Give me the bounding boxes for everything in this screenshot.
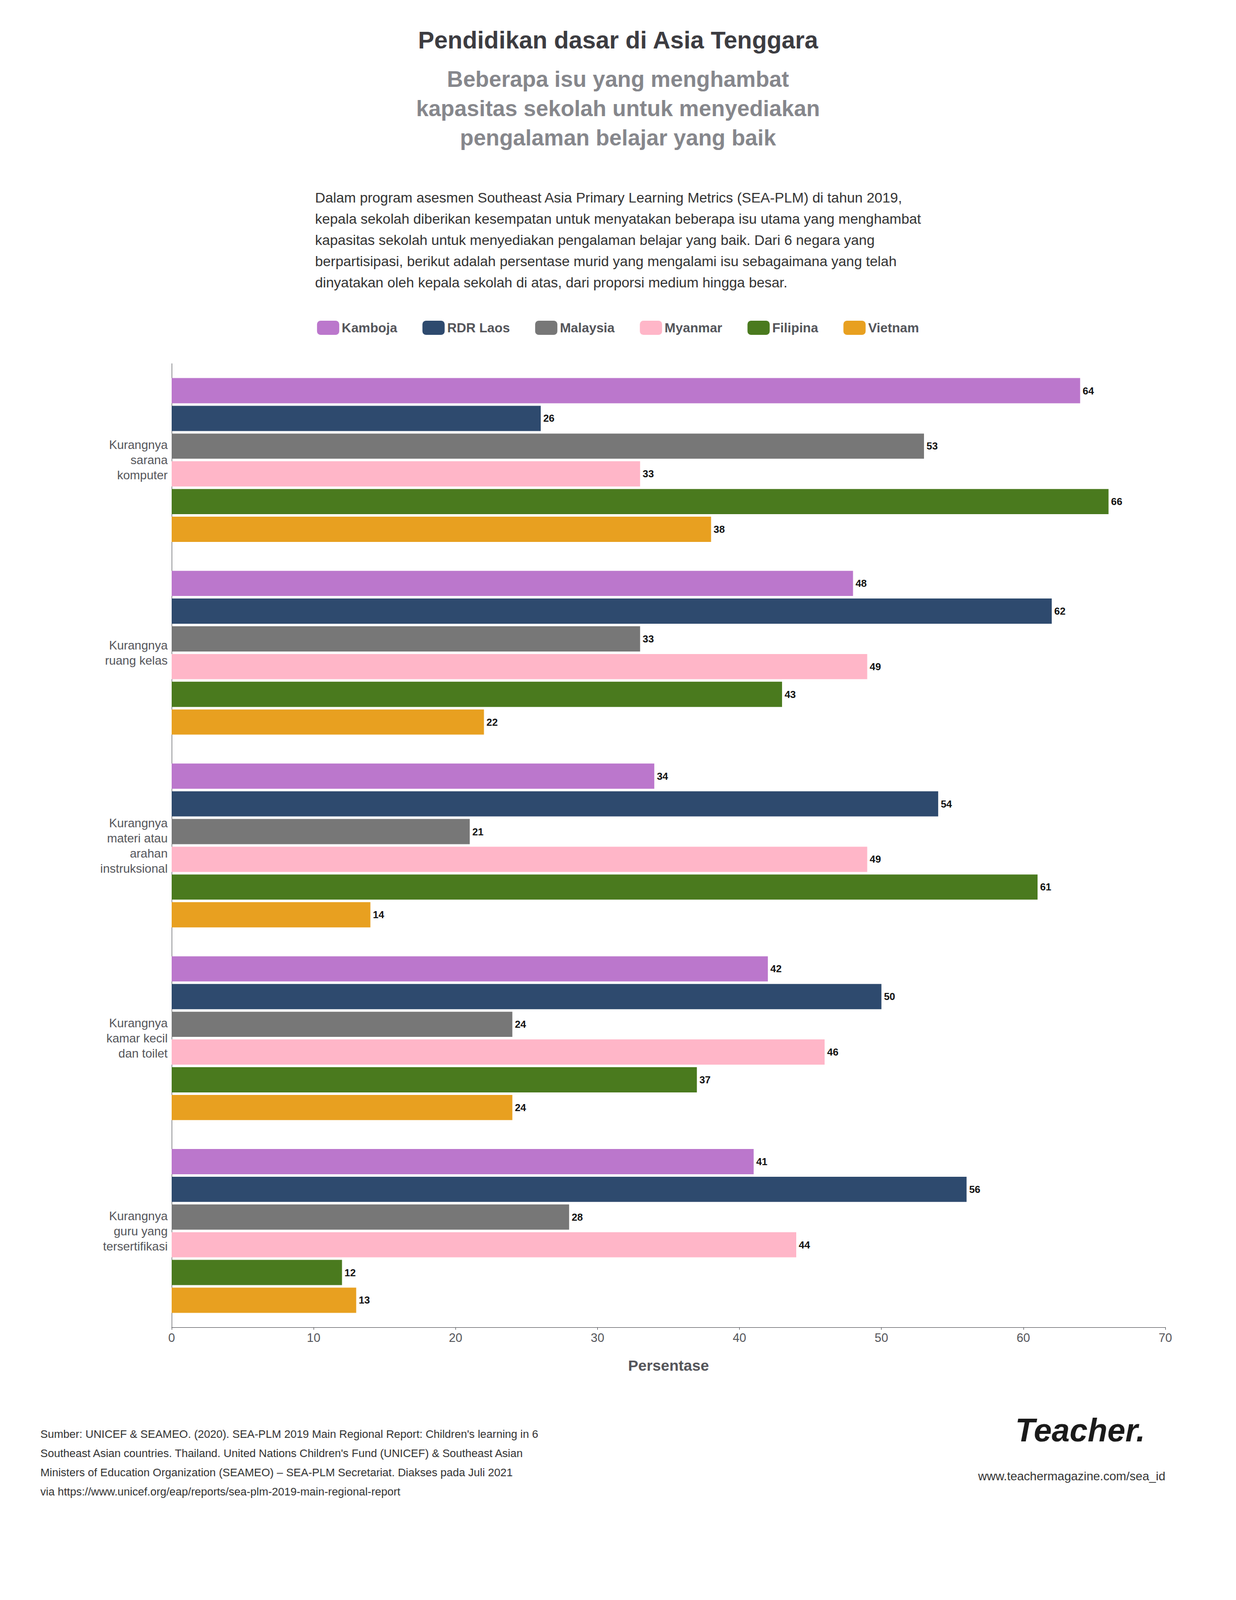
svg-text:Vietnam: Vietnam (867, 320, 919, 336)
svg-text:38: 38 (713, 523, 725, 535)
svg-text:Kamboja: Kamboja (341, 320, 398, 336)
svg-text:43: 43 (784, 688, 796, 700)
svg-text:kapasitas sekolah untuk menyed: kapasitas sekolah untuk menyediakan (416, 95, 820, 121)
svg-text:komputer: komputer (117, 468, 168, 482)
svg-text:dan toilet: dan toilet (118, 1046, 169, 1060)
svg-text:20: 20 (448, 1330, 463, 1345)
svg-text:49: 49 (869, 853, 882, 865)
svg-text:42: 42 (770, 962, 782, 974)
svg-text:kepala sekolah diberikan kesem: kepala sekolah diberikan kesempatan untu… (315, 211, 921, 227)
svg-text:ruang kelas: ruang kelas (105, 653, 168, 667)
svg-text:61: 61 (1040, 881, 1052, 893)
svg-text:62: 62 (1054, 605, 1066, 617)
svg-text:kamar kecil: kamar kecil (106, 1031, 168, 1045)
svg-text:Pendidikan dasar di Asia Tengg: Pendidikan dasar di Asia Tenggara (418, 26, 819, 54)
svg-text:dinyatakan oleh kepala sekolah: dinyatakan oleh kepala sekolah di atas, … (315, 274, 788, 291)
svg-text:34: 34 (656, 770, 669, 782)
svg-text:Dalam program asesmen Southeas: Dalam program asesmen Southeast Asia Pri… (315, 189, 903, 206)
svg-text:54: 54 (940, 798, 953, 810)
svg-text:Sumber: UNICEF & SEAMEO. (2020: Sumber: UNICEF & SEAMEO. (2020). SEA-PLM… (40, 1427, 539, 1440)
svg-text:kapasitas sekolah untuk menyed: kapasitas sekolah untuk menyediakan peng… (315, 232, 875, 248)
svg-text:33: 33 (642, 468, 654, 480)
svg-text:12: 12 (344, 1266, 356, 1278)
svg-text:instruksional: instruksional (100, 861, 168, 875)
svg-text:Filipina: Filipina (771, 320, 819, 336)
svg-text:arahan: arahan (129, 846, 168, 860)
svg-text:49: 49 (869, 660, 882, 673)
svg-text:14: 14 (373, 908, 385, 920)
svg-text:Southeast Asian countries. Tha: Southeast Asian countries. Thailand. Uni… (40, 1446, 523, 1460)
svg-text:10: 10 (306, 1330, 321, 1345)
svg-text:33: 33 (642, 633, 654, 645)
svg-text:Kurangnya: Kurangnya (109, 1208, 169, 1223)
svg-text:66: 66 (1111, 495, 1123, 507)
svg-text:Teacher.: Teacher. (1015, 1411, 1146, 1449)
svg-text:13: 13 (358, 1294, 370, 1306)
svg-text:37: 37 (699, 1073, 711, 1086)
svg-text:41: 41 (756, 1155, 768, 1167)
svg-text:28: 28 (571, 1211, 583, 1223)
svg-text:46: 46 (827, 1046, 839, 1058)
svg-text:24: 24 (515, 1101, 527, 1113)
svg-text:0: 0 (168, 1330, 175, 1345)
svg-text:sarana: sarana (130, 452, 169, 467)
svg-text:pengalaman belajar yang baik: pengalaman belajar yang baik (459, 125, 777, 150)
svg-text:30: 30 (590, 1330, 605, 1345)
svg-text:Kurangnya: Kurangnya (109, 815, 169, 830)
svg-text:56: 56 (968, 1183, 981, 1195)
svg-text:Beberapa isu yang menghambat: Beberapa isu yang menghambat (446, 66, 790, 92)
svg-text:Kurangnya: Kurangnya (109, 638, 169, 652)
svg-text:RDR Laos: RDR Laos (447, 320, 510, 336)
svg-text:Malaysia: Malaysia (559, 320, 615, 336)
svg-text:22: 22 (486, 716, 498, 728)
svg-text:50: 50 (874, 1330, 889, 1345)
svg-text:guru yang: guru yang (113, 1223, 168, 1238)
svg-text:60: 60 (1016, 1330, 1031, 1345)
svg-text:Ministers of Education Organiz: Ministers of Education Organization (SEA… (40, 1465, 513, 1479)
svg-text:70: 70 (1158, 1330, 1173, 1345)
svg-text:www.teachermagazine.com/sea_id: www.teachermagazine.com/sea_id (977, 1468, 1166, 1483)
svg-text:40: 40 (732, 1330, 747, 1345)
svg-text:Kurangnya: Kurangnya (109, 437, 169, 452)
svg-text:via https://www.unicef.org/eap: via https://www.unicef.org/eap/reports/s… (40, 1484, 401, 1498)
svg-text:53: 53 (926, 440, 938, 452)
svg-text:50: 50 (884, 990, 896, 1002)
svg-text:materi atau: materi atau (107, 831, 168, 845)
svg-text:26: 26 (543, 412, 555, 424)
svg-text:48: 48 (855, 577, 867, 589)
svg-text:44: 44 (798, 1239, 811, 1251)
svg-text:Kurangnya: Kurangnya (109, 1015, 169, 1030)
svg-text:berpartisipasi, berikut adalah: berpartisipasi, berikut adalah persentas… (315, 253, 897, 270)
svg-text:24: 24 (515, 1018, 527, 1030)
svg-text:64: 64 (1082, 385, 1095, 397)
svg-text:Myanmar: Myanmar (664, 320, 723, 336)
svg-text:tersertifikasi: tersertifikasi (103, 1239, 168, 1253)
svg-text:Persentase: Persentase (628, 1356, 709, 1374)
svg-text:21: 21 (472, 826, 484, 838)
